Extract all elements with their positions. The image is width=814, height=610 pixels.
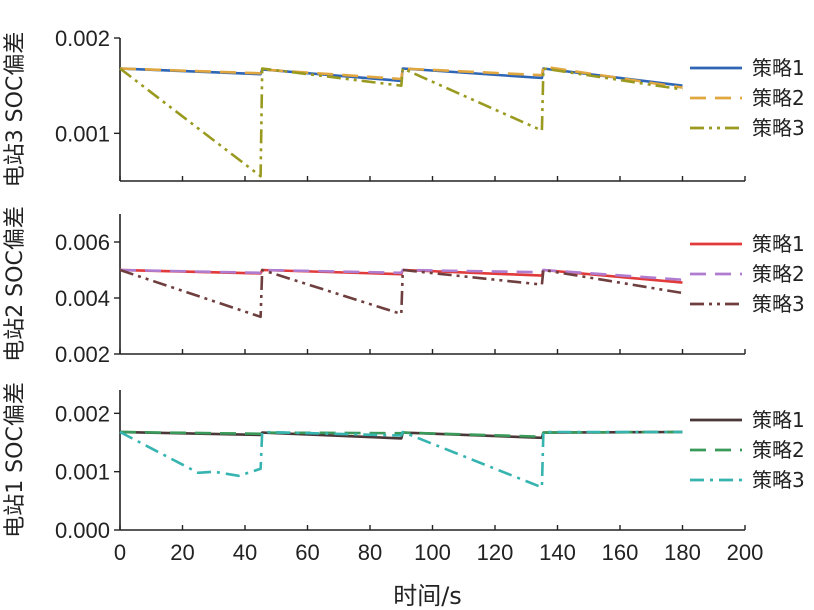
y-tick-label: 0.000 xyxy=(55,518,110,543)
legend-label-2: 策略2 xyxy=(752,438,805,462)
series-line-3 xyxy=(119,430,683,489)
y-tick-label: 0.001 xyxy=(55,460,110,485)
chart-panel-1: 0.001 0.002 电站3 SOC偏差 策略1 策略2 策略3 xyxy=(3,26,805,187)
x-tick-label: 140 xyxy=(539,540,576,565)
legend-label-1: 策略1 xyxy=(752,232,805,256)
legend-label-3: 策略3 xyxy=(752,292,805,316)
y-axis-label: 电站1 SOC偏差 xyxy=(3,382,28,538)
x-axis-label: 时间/s xyxy=(393,582,462,610)
y-tick-label: 0.002 xyxy=(55,342,110,367)
y-tick-label: 0.001 xyxy=(55,121,110,146)
y-tick-label: 0.002 xyxy=(55,401,110,426)
y-axis-label: 电站3 SOC偏差 xyxy=(3,32,28,188)
legend-label-2: 策略2 xyxy=(752,262,805,286)
x-tick-label: 200 xyxy=(727,540,764,565)
y-axis-label: 电站2 SOC偏差 xyxy=(3,206,28,362)
x-tick-label: 180 xyxy=(664,540,701,565)
x-tick-label: 60 xyxy=(295,540,319,565)
series-line-3 xyxy=(119,67,683,178)
chart-panel-3: 0.000 0.001 0.002 0 20 40 60 80 100 120 140 160 180 2… xyxy=(3,382,805,610)
x-tick-label: 20 xyxy=(170,540,194,565)
x-tick-label: 80 xyxy=(358,540,382,565)
y-tick-label: 0.006 xyxy=(55,230,110,255)
x-tick-label: 100 xyxy=(414,540,451,565)
legend-label-1: 策略1 xyxy=(752,408,805,432)
x-tick-label: 160 xyxy=(602,540,639,565)
legend-label-3: 策略3 xyxy=(752,116,805,140)
series-line-2 xyxy=(119,268,683,282)
x-tick-label: 40 xyxy=(233,540,257,565)
x-tick-label: 120 xyxy=(477,540,514,565)
legend-label-3: 策略3 xyxy=(752,468,805,492)
series-line-2 xyxy=(119,65,683,89)
x-tick-label: 0 xyxy=(114,540,126,565)
legend-label-1: 策略1 xyxy=(752,56,805,80)
y-tick-label: 0.004 xyxy=(55,286,110,311)
series-line-3 xyxy=(119,268,683,319)
legend-label-2: 策略2 xyxy=(752,86,805,110)
y-tick-label: 0.002 xyxy=(55,26,110,51)
chart-panel-2: 0.002 0.004 0.006 电站2 SOC偏差 策略1 策略2 策略3 xyxy=(3,206,805,367)
